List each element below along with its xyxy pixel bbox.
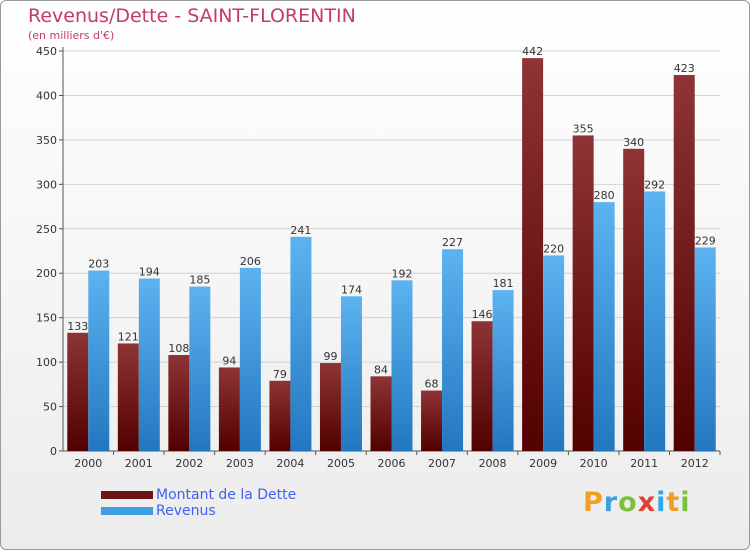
data-label-dette-2010: 355 (573, 122, 594, 135)
bar-revenus-2004 (290, 236, 312, 451)
bar-revenus-2006 (391, 280, 413, 451)
bar-revenus-2009 (543, 255, 565, 451)
bar-revenus-2001 (138, 278, 160, 451)
bar-revenus-2012 (694, 247, 716, 451)
data-label-dette-2008: 146 (472, 308, 493, 321)
legend-swatch-revenus (101, 507, 153, 515)
bar-revenus-2010 (593, 202, 615, 451)
x-tick-label-2002: 2002 (175, 457, 203, 470)
bar-dette-2012 (673, 75, 695, 451)
x-tick-label-2008: 2008 (479, 457, 507, 470)
data-label-revenus-2011: 292 (644, 178, 665, 191)
data-label-dette-2004: 79 (273, 368, 287, 381)
bar-dette-2008 (471, 321, 493, 451)
data-label-revenus-2002: 185 (189, 274, 210, 287)
data-label-dette-2000: 133 (67, 320, 88, 333)
chart-title: Revenus/Dette - SAINT-FLORENTIN (28, 5, 356, 27)
x-tick-label-2005: 2005 (327, 457, 355, 470)
bar-dette-2006 (370, 376, 392, 451)
data-label-dette-2003: 94 (222, 354, 236, 367)
y-tick-label: 200 (36, 267, 57, 280)
legend-swatch-dette (101, 491, 153, 499)
x-tick-label-2006: 2006 (378, 457, 406, 470)
data-label-revenus-2001: 194 (139, 266, 160, 279)
bar-revenus-2008 (492, 290, 514, 451)
y-tick-label: 0 (50, 445, 57, 458)
y-tick-label: 150 (36, 312, 57, 325)
data-label-revenus-2004: 241 (290, 224, 311, 237)
legend-item-revenus: Revenus (101, 503, 296, 519)
y-tick-label: 100 (36, 356, 57, 369)
legend-label-revenus: Revenus (156, 503, 216, 519)
bar-dette-2003 (218, 367, 240, 451)
chart-subtitle: (en milliers d'€) (28, 29, 115, 42)
proxiti-logo: Proxiti (583, 487, 691, 518)
bars (67, 58, 716, 451)
bar-dette-2011 (623, 148, 645, 451)
bar-revenus-2007 (442, 249, 464, 451)
y-tick-label: 250 (36, 223, 57, 236)
data-label-revenus-2000: 203 (88, 258, 109, 271)
data-label-dette-2007: 68 (425, 378, 439, 391)
legend-item-dette: Montant de la Dette (101, 487, 296, 503)
bar-dette-2000 (67, 332, 89, 451)
bar-dette-2004 (269, 380, 291, 451)
bar-dette-2002 (168, 355, 190, 451)
x-tick-label-2004: 2004 (276, 457, 304, 470)
data-label-dette-2001: 121 (118, 330, 139, 343)
bar-dette-2005 (319, 363, 341, 451)
bar-dette-2007 (421, 390, 443, 451)
bar-revenus-2002 (189, 286, 211, 451)
data-label-revenus-2010: 280 (594, 189, 615, 202)
data-label-revenus-2007: 227 (442, 236, 463, 249)
x-tick-label-2011: 2011 (630, 457, 658, 470)
data-label-dette-2009: 442 (522, 45, 543, 58)
bar-revenus-2011 (644, 191, 666, 451)
bar-dette-2009 (522, 58, 544, 451)
y-tick-label: 300 (36, 178, 57, 191)
data-labels: 133 203 121 194 108 185 94 206 79 241 99 174 84 192 68… (67, 45, 715, 390)
bar-dette-2001 (117, 343, 139, 451)
legend: Montant de la Dette Revenus (101, 487, 296, 519)
data-label-dette-2011: 340 (623, 136, 644, 149)
x-tick-label-2009: 2009 (529, 457, 557, 470)
y-tick-label: 50 (43, 401, 57, 414)
y-tick-label: 450 (36, 45, 57, 58)
x-tick-label-2003: 2003 (226, 457, 254, 470)
x-tick-label-2007: 2007 (428, 457, 456, 470)
data-label-revenus-2005: 174 (341, 283, 362, 296)
x-tick-label-2012: 2012 (681, 457, 709, 470)
bar-revenus-2003 (239, 267, 261, 451)
y-tick-label: 400 (36, 89, 57, 102)
data-label-dette-2012: 423 (674, 62, 695, 75)
data-label-dette-2002: 108 (168, 342, 189, 355)
x-tick-label-2001: 2001 (125, 457, 153, 470)
x-tick-label-2010: 2010 (580, 457, 608, 470)
legend-label-dette: Montant de la Dette (156, 487, 297, 503)
data-label-revenus-2009: 220 (543, 242, 564, 255)
data-label-dette-2005: 99 (323, 350, 337, 363)
data-label-revenus-2006: 192 (392, 267, 413, 280)
data-label-revenus-2008: 181 (493, 277, 514, 290)
data-label-revenus-2003: 206 (240, 255, 261, 268)
y-tick-label: 350 (36, 134, 57, 147)
data-label-revenus-2012: 229 (695, 234, 716, 247)
bar-revenus-2005 (340, 296, 362, 451)
bar-dette-2010 (572, 135, 594, 451)
x-tick-label-2000: 2000 (74, 457, 102, 470)
bar-revenus-2000 (88, 270, 110, 451)
data-label-dette-2006: 84 (374, 363, 388, 376)
